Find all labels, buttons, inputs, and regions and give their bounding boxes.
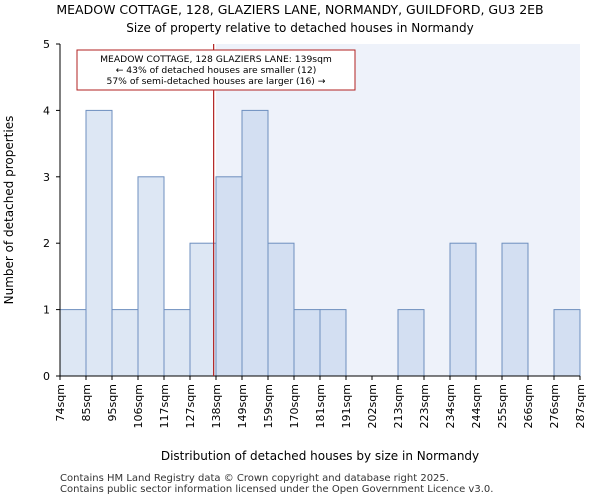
y-tick-label: 2 bbox=[43, 237, 50, 250]
bar bbox=[319, 309, 347, 377]
y-tick-label: 4 bbox=[43, 104, 50, 117]
bar bbox=[59, 309, 87, 377]
x-tick-label: 234sqm bbox=[444, 384, 457, 428]
x-tick-label: 255sqm bbox=[496, 384, 509, 428]
x-tick-label: 287sqm bbox=[574, 384, 587, 428]
y-tick-label: 0 bbox=[43, 370, 50, 383]
bar bbox=[267, 242, 295, 377]
bar bbox=[189, 242, 217, 377]
bar bbox=[215, 176, 243, 377]
x-tick-label: 74sqm bbox=[54, 384, 67, 421]
bar bbox=[397, 309, 425, 377]
bar bbox=[241, 109, 269, 377]
footer-line-1: Contains HM Land Registry data © Crown c… bbox=[60, 473, 449, 484]
bar bbox=[293, 309, 321, 377]
chart-subtitle: Size of property relative to detached ho… bbox=[126, 21, 473, 35]
annotation-line-1: MEADOW COTTAGE, 128 GLAZIERS LANE: 139sq… bbox=[100, 54, 332, 65]
bar bbox=[163, 309, 191, 377]
x-tick-label: 266sqm bbox=[522, 384, 535, 428]
bar bbox=[111, 309, 139, 377]
x-tick-label: 223sqm bbox=[418, 384, 431, 428]
x-tick-label: 181sqm bbox=[314, 384, 327, 428]
x-tick-label: 159sqm bbox=[262, 384, 275, 428]
x-tick-label: 213sqm bbox=[392, 384, 405, 428]
x-axis-label: Distribution of detached houses by size … bbox=[161, 449, 479, 463]
annotation-line-3: 57% of semi-detached houses are larger (… bbox=[106, 76, 325, 87]
bar bbox=[449, 242, 477, 377]
y-axis-label: Number of detached properties bbox=[2, 116, 16, 305]
x-tick-label: 170sqm bbox=[288, 384, 301, 428]
bar bbox=[137, 176, 165, 377]
x-tick-label: 85sqm bbox=[80, 384, 93, 421]
bar bbox=[501, 242, 529, 377]
x-tick-label: 191sqm bbox=[340, 384, 353, 428]
bar bbox=[553, 309, 581, 377]
x-tick-label: 244sqm bbox=[470, 384, 483, 428]
footer-line-2: Contains public sector information licen… bbox=[60, 484, 494, 495]
chart-title: MEADOW COTTAGE, 128, GLAZIERS LANE, NORM… bbox=[56, 2, 543, 17]
x-tick-label: 149sqm bbox=[236, 384, 249, 428]
y-tick-label: 5 bbox=[43, 38, 50, 51]
x-tick-label: 127sqm bbox=[184, 384, 197, 428]
x-tick-label: 276sqm bbox=[548, 384, 561, 428]
bar bbox=[85, 109, 113, 377]
x-tick-label: 106sqm bbox=[132, 384, 145, 428]
x-tick-label: 95sqm bbox=[106, 384, 119, 421]
x-tick-label: 202sqm bbox=[366, 384, 379, 428]
annotation-box bbox=[76, 49, 356, 91]
y-tick-label: 3 bbox=[43, 171, 50, 184]
y-tick-label: 1 bbox=[43, 304, 50, 317]
plot-area: 0 1 2 3 4 5 74sqm 85sqm 95sqm 106sqm 117sqm 127sqm 1… bbox=[43, 38, 587, 428]
x-tick-label: 138sqm bbox=[210, 384, 223, 428]
x-tick-label: 117sqm bbox=[158, 384, 171, 428]
annotation-line-2: ← 43% of detached houses are smaller (12… bbox=[116, 65, 317, 76]
